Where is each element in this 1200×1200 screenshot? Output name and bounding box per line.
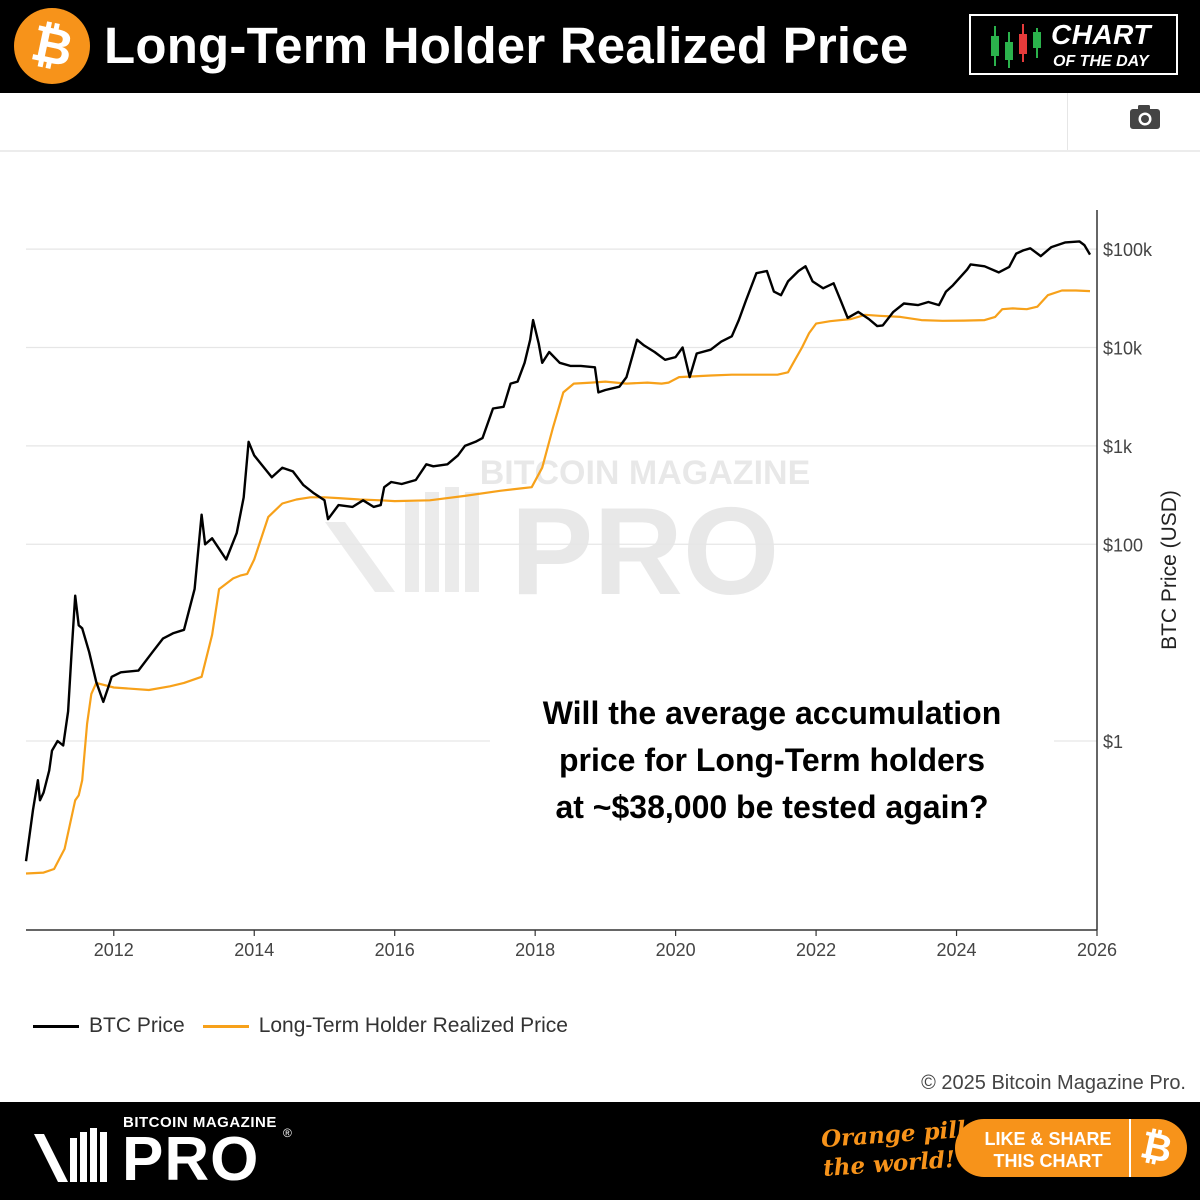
legend-label-btc: BTC Price bbox=[89, 1014, 185, 1037]
legend-label-lthrp: Long-Term Holder Realized Price bbox=[258, 1014, 568, 1037]
y-tick-label: $1k bbox=[1103, 437, 1133, 457]
x-tick-label: 2018 bbox=[515, 940, 555, 960]
chart-area: BITCOIN MAGAZINE PRO $1 $100 $1k $10k $100k 2… bbox=[24, 210, 1181, 960]
legend-swatch-btc bbox=[33, 1024, 79, 1028]
watermark-logo-icon bbox=[325, 487, 479, 592]
bitcoin-share-icon: ₿ bbox=[1136, 1122, 1177, 1172]
page-title: Long-Term Holder Realized Price bbox=[104, 17, 909, 74]
y-axis-title: BTC Price (USD) bbox=[1158, 490, 1181, 650]
footer-brand-big: PRO bbox=[122, 1125, 260, 1194]
share-divider bbox=[1129, 1119, 1131, 1177]
badge-top-text: CHART bbox=[1051, 19, 1151, 50]
badge-bottom-text: OF THE DAY bbox=[1053, 53, 1149, 70]
chart-of-the-day-badge: CHART OF THE DAY bbox=[969, 14, 1178, 75]
toolbar-divider bbox=[1067, 93, 1068, 150]
y-tick-label: $10k bbox=[1103, 339, 1143, 359]
y-tick-label: $100 bbox=[1103, 535, 1143, 555]
like-share-button[interactable]: LIKE & SHARE THIS CHART ₿ bbox=[955, 1119, 1187, 1177]
legend-item-lthrp[interactable]: Long-Term Holder Realized Price bbox=[202, 1014, 568, 1038]
chart-toolbar bbox=[0, 93, 1200, 152]
bitcoin-logo-icon: ₿ bbox=[14, 8, 90, 84]
axes: $1 $100 $1k $10k $100k 2012 2014 2016 2018 2020 20… bbox=[26, 210, 1181, 960]
footer-brand-small: BITCOIN MAGAZINE bbox=[123, 1114, 277, 1131]
share-line-2: THIS CHART bbox=[993, 1151, 1103, 1171]
candlestick-icon bbox=[991, 24, 1041, 68]
watermark-top: BITCOIN MAGAZINE bbox=[480, 454, 811, 492]
legend-swatch-lthrp bbox=[202, 1024, 249, 1028]
chart-legend: BTC Price Long-Term Holder Realized Pric… bbox=[33, 1014, 586, 1038]
series-layer bbox=[24, 240, 1092, 875]
orange-pill-tagline: Orange pill the world! bbox=[820, 1115, 968, 1183]
x-tick-label: 2016 bbox=[375, 940, 415, 960]
x-tick-label: 2024 bbox=[937, 940, 977, 960]
x-tick-label: 2020 bbox=[656, 940, 696, 960]
series-line-lthrp bbox=[25, 289, 1091, 875]
footer-bar: BITCOIN MAGAZINE PRO ® Orange pill the w… bbox=[0, 1102, 1200, 1200]
x-tick-label: 2012 bbox=[94, 940, 134, 960]
copyright-text: © 2025 Bitcoin Magazine Pro. bbox=[921, 1072, 1186, 1094]
x-tick-label: 2014 bbox=[234, 940, 274, 960]
watermark: BITCOIN MAGAZINE PRO bbox=[325, 454, 810, 621]
legend-item-btc-price[interactable]: BTC Price bbox=[33, 1014, 185, 1038]
y-tick-label: $1 bbox=[1103, 732, 1123, 752]
share-line-1: LIKE & SHARE bbox=[984, 1129, 1112, 1149]
registered-mark: ® bbox=[283, 1126, 292, 1140]
annotation-line-2: price for Long-Term holders bbox=[558, 742, 986, 778]
header-bar: ₿ Long-Term Holder Realized Price CHART … bbox=[0, 0, 1200, 93]
pro-logo-icon bbox=[34, 1128, 107, 1182]
camera-icon[interactable] bbox=[1128, 103, 1162, 131]
series-line-btc-price bbox=[24, 240, 1092, 862]
annotation-line-3: at ~$38,000 be tested again? bbox=[555, 789, 989, 825]
watermark-bottom: PRO bbox=[511, 483, 780, 621]
annotation-question: Will the average accumulation price for … bbox=[490, 690, 1054, 831]
x-tick-label: 2022 bbox=[796, 940, 836, 960]
share-button-label: LIKE & SHARE THIS CHART bbox=[973, 1128, 1123, 1172]
x-tick-label: 2026 bbox=[1077, 940, 1117, 960]
y-tick-label: $100k bbox=[1103, 240, 1153, 260]
annotation-line-1: Will the average accumulation bbox=[542, 695, 1002, 731]
